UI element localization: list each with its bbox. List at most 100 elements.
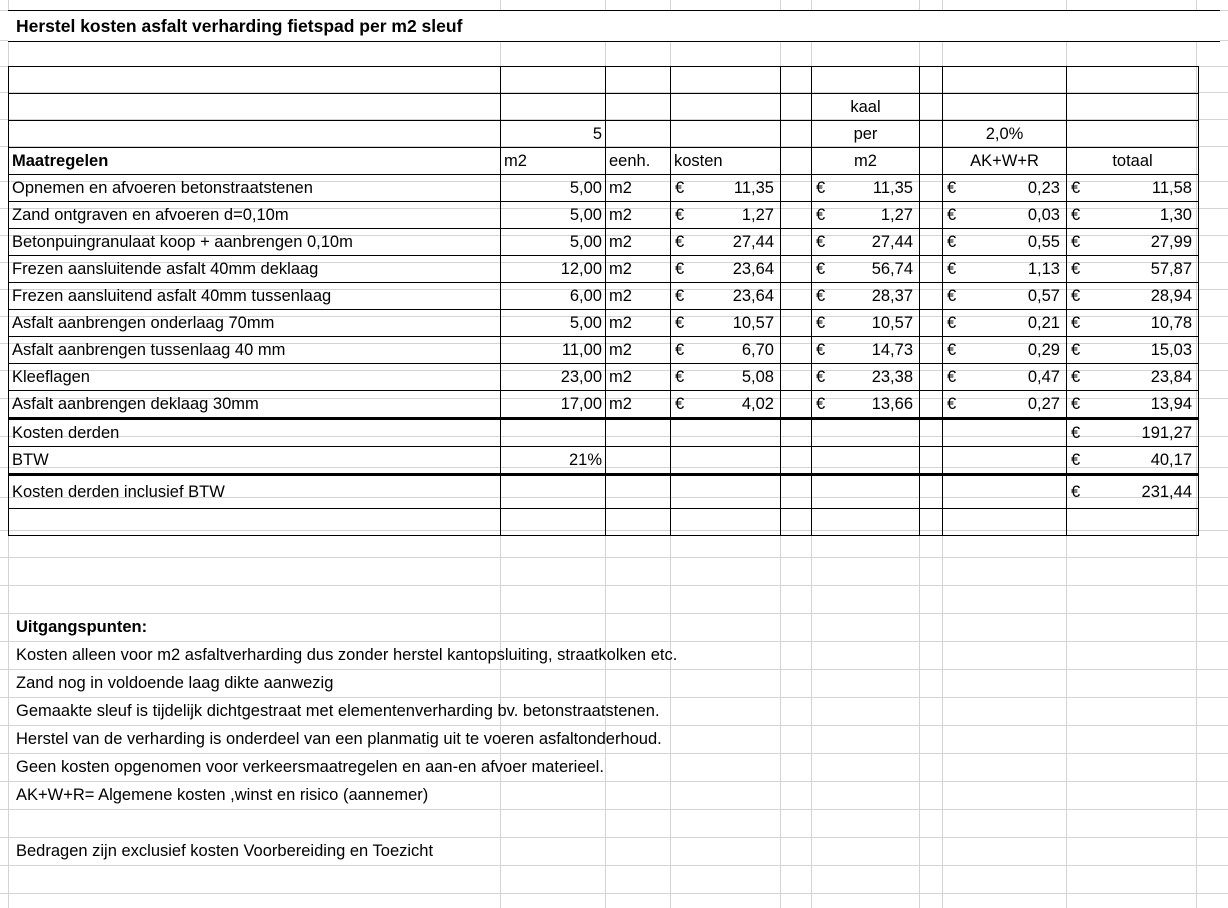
totals-row[interactable]: Kosten derden €191,27 [8, 418, 1199, 447]
euro-symbol: € [816, 206, 826, 224]
row-m2: 5,00 [500, 174, 606, 202]
col-header-kosten: kosten [670, 147, 781, 175]
totals-m2 [500, 474, 606, 509]
row-akwr: €0,29 [942, 336, 1067, 364]
row-kosten: €10,57 [670, 309, 781, 337]
euro-symbol: € [675, 341, 685, 359]
row-maatregel: Kleeflagen [8, 363, 501, 391]
page-title: Herstel kosten asfalt verharding fietspa… [16, 16, 463, 36]
euro-symbol: € [675, 314, 685, 332]
row-kaal-per-m2: €56,74 [811, 255, 920, 283]
row-m2: 12,00 [500, 255, 606, 283]
header-blank-row-1 [8, 66, 1199, 94]
assumptions-footer: Bedragen zijn exclusief kosten Voorberei… [16, 842, 434, 860]
row-akwr: €1,13 [942, 255, 1067, 283]
row-totaal: €13,94 [1066, 390, 1199, 420]
column-header-row: Maatregelen m2 eenh. kosten m2 AK+W+R to… [8, 147, 1199, 175]
euro-symbol: € [816, 314, 826, 332]
row-eenheid: m2 [605, 228, 671, 256]
header-row-kaal: kaal [8, 93, 1199, 121]
row-maatregel: Opnemen en afvoeren betonstraatstenen [8, 174, 501, 202]
assumption-line: Kosten alleen voor m2 asfaltverharding d… [16, 646, 678, 664]
totals-amount: €191,27 [1066, 418, 1199, 447]
row-maatregel: Betonpuingranulaat koop + aanbrengen 0,1… [8, 228, 501, 256]
assumption-line: Zand nog in voldoende laag dikte aanwezi… [16, 674, 334, 692]
table-row[interactable]: Asfalt aanbrengen onderlaag 70mm 5,00 m2 €1… [8, 309, 1199, 337]
euro-symbol: € [816, 233, 826, 251]
row-kosten: €23,64 [670, 282, 781, 310]
row-kaal-per-m2: €27,44 [811, 228, 920, 256]
col-header-akwr: AK+W+R [942, 147, 1067, 175]
row-kosten: €1,27 [670, 201, 781, 229]
euro-symbol: € [1071, 341, 1081, 359]
euro-symbol: € [675, 260, 685, 278]
table-row[interactable]: Asfalt aanbrengen deklaag 30mm 17,00 m2 €4,… [8, 390, 1199, 420]
header-row-factors: 5 per 2,0% [8, 120, 1199, 148]
row-maatregel: Asfalt aanbrengen deklaag 30mm [8, 390, 501, 420]
row-eenheid: m2 [605, 255, 671, 283]
totals-row[interactable]: Kosten derden inclusief BTW €231,44 [8, 474, 1199, 509]
euro-symbol: € [816, 260, 826, 278]
cost-table: kaal 5 per 2,0% Maatregelen m2 [8, 66, 1199, 536]
row-akwr: €0,23 [942, 174, 1067, 202]
row-akwr: €0,03 [942, 201, 1067, 229]
table-row[interactable]: Zand ontgraven en afvoeren d=0,10m 5,00 m2… [8, 201, 1199, 229]
table-row[interactable]: Frezen aansluitend asfalt 40mm tussenlaa… [8, 282, 1199, 310]
row-kaal-per-m2: €1,27 [811, 201, 920, 229]
assumption-line: AK+W+R= Algemene kosten ,winst en risico… [16, 786, 429, 804]
row-maatregel: Frezen aansluitend asfalt 40mm tussenlaa… [8, 282, 501, 310]
euro-symbol: € [947, 341, 957, 359]
totals-label: Kosten derden inclusief BTW [8, 474, 501, 509]
totals-m2 [500, 418, 606, 447]
table-row[interactable]: Betonpuingranulaat koop + aanbrengen 0,1… [8, 228, 1199, 256]
euro-symbol: € [816, 368, 826, 386]
euro-symbol: € [947, 287, 957, 305]
row-kosten: €23,64 [670, 255, 781, 283]
assumptions-heading: Uitgangspunten: [16, 618, 148, 636]
euro-symbol: € [1071, 395, 1081, 413]
euro-symbol: € [675, 368, 685, 386]
euro-symbol: € [816, 287, 826, 305]
row-eenheid: m2 [605, 309, 671, 337]
table-row[interactable]: Kleeflagen 23,00 m2 €5,08 €23,38 €0,47 €23,84 [8, 363, 1199, 391]
header-per: per [811, 120, 920, 148]
assumption-line: Herstel van de verharding is onderdeel v… [16, 730, 662, 748]
totals-row[interactable]: BTW 21% €40,17 [8, 446, 1199, 476]
col-header-kaal-per-m2: m2 [811, 147, 920, 175]
qty-factor: 5 [500, 120, 606, 148]
table-row[interactable]: Opnemen en afvoeren betonstraatstenen 5,0… [8, 174, 1199, 202]
table-row[interactable]: Asfalt aanbrengen tussenlaag 40 mm 11,00 m… [8, 336, 1199, 364]
row-akwr: €0,21 [942, 309, 1067, 337]
row-totaal: €10,78 [1066, 309, 1199, 337]
euro-symbol: € [947, 368, 957, 386]
euro-symbol: € [1071, 368, 1081, 386]
row-m2: 5,00 [500, 201, 606, 229]
euro-symbol: € [947, 179, 957, 197]
row-eenheid: m2 [605, 336, 671, 364]
euro-symbol: € [675, 206, 685, 224]
euro-symbol: € [1071, 179, 1081, 197]
col-header-m2: m2 [500, 147, 606, 175]
row-maatregel: Zand ontgraven en afvoeren d=0,10m [8, 201, 501, 229]
row-akwr: €0,57 [942, 282, 1067, 310]
row-totaal: €27,99 [1066, 228, 1199, 256]
row-m2: 6,00 [500, 282, 606, 310]
row-eenheid: m2 [605, 390, 671, 420]
euro-symbol: € [947, 395, 957, 413]
assumption-line: Gemaakte sleuf is tijdelijk dichtgestraa… [16, 702, 660, 720]
euro-symbol: € [1071, 451, 1081, 469]
row-eenheid: m2 [605, 174, 671, 202]
row-totaal: €1,30 [1066, 201, 1199, 229]
euro-symbol: € [675, 233, 685, 251]
row-totaal: €57,87 [1066, 255, 1199, 283]
euro-symbol: € [947, 206, 957, 224]
table-row[interactable]: Frezen aansluitende asfalt 40mm deklaag 1… [8, 255, 1199, 283]
row-kaal-per-m2: €23,38 [811, 363, 920, 391]
row-m2: 23,00 [500, 363, 606, 391]
row-akwr: €0,47 [942, 363, 1067, 391]
row-m2: 5,00 [500, 309, 606, 337]
header-kaal: kaal [811, 93, 920, 121]
totals-m2: 21% [500, 446, 606, 476]
totals-label: BTW [8, 446, 501, 476]
